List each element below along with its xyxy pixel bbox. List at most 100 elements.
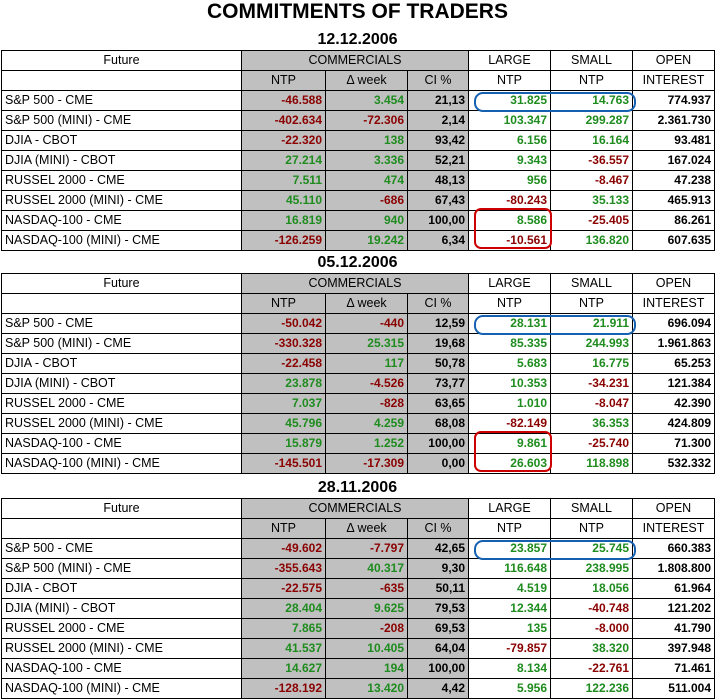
header-commercials: COMMERCIALS — [241, 273, 469, 294]
large-ntp: 31.825 — [468, 90, 551, 111]
open-interest: 71.300 — [632, 433, 715, 454]
future-name: DJIA - CBOT — [1, 130, 242, 151]
future-name: DJIA - CBOT — [1, 578, 242, 599]
small-ntp: -34.231 — [550, 373, 633, 394]
highlight-nasdaq-large — [474, 208, 552, 249]
open-interest: 696.094 — [632, 313, 715, 334]
open-interest: 71.461 — [632, 658, 715, 679]
header-open: OPEN — [632, 273, 715, 294]
commercials-ntp: 7.511 — [241, 170, 326, 191]
commercials-ntp: 27.214 — [241, 150, 326, 171]
open-interest: 774.937 — [632, 90, 715, 111]
header-large: LARGE — [468, 498, 551, 519]
large-ntp: 116.648 — [468, 558, 551, 579]
large-ntp: -10.561 — [468, 230, 551, 251]
table-row: NASDAQ-100 (MINI) - CME -128.192 13.420 4,4… — [1, 678, 715, 699]
header-future-blank — [1, 518, 242, 539]
large-ntp: -82.149 — [468, 413, 551, 434]
header-future: Future — [1, 273, 242, 294]
small-ntp: -8.467 — [550, 170, 633, 191]
table-row: S&P 500 - CME -49.602 -7.797 42,65 23.857 25.… — [1, 538, 715, 559]
small-ntp: -8.047 — [550, 393, 633, 414]
future-name: RUSSEL 2000 - CME — [1, 393, 242, 414]
future-name: NASDAQ-100 - CME — [1, 210, 242, 231]
commercials-delta-week: 194 — [325, 658, 408, 679]
header-open: OPEN — [632, 498, 715, 519]
header-ci: CI % — [407, 70, 469, 91]
commercials-ci: 48,13 — [407, 170, 469, 191]
commercials-delta-week: 13.420 — [325, 678, 408, 699]
large-ntp: 10.353 — [468, 373, 551, 394]
commercials-delta-week: 474 — [325, 170, 408, 191]
future-name: S&P 500 - CME — [1, 90, 242, 111]
open-interest: 86.261 — [632, 210, 715, 231]
commercials-ci: 2,14 — [407, 110, 469, 131]
header-ntp: NTP — [241, 293, 326, 314]
section-date: 28.11.2006 — [317, 479, 398, 496]
report-section: 12.12.2006 Future COMMERCIALS LARGE SMALL OPE… — [0, 30, 715, 251]
header-delta-week: Δ week — [325, 293, 408, 314]
open-interest: 61.964 — [632, 578, 715, 599]
table-row: DJIA - CBOT -22.575 -635 50,11 4.519 18.056 61… — [1, 578, 715, 599]
large-ntp: -79.857 — [468, 638, 551, 659]
commercials-ci: 50,11 — [407, 578, 469, 599]
commercials-ci: 19,68 — [407, 333, 469, 354]
table-row: DJIA - CBOT -22.320 138 93,42 6.156 16.164 93.… — [1, 130, 715, 151]
large-ntp: 103.347 — [468, 110, 551, 131]
small-ntp: 38.320 — [550, 638, 633, 659]
open-interest: 424.809 — [632, 413, 715, 434]
commercials-ntp: 45.796 — [241, 413, 326, 434]
open-interest: 42.390 — [632, 393, 715, 414]
report-title: COMMITMENTS OF TRADERS — [207, 0, 508, 23]
commercials-delta-week: -72.306 — [325, 110, 408, 131]
header-small-ntp: NTP — [550, 518, 633, 539]
header-interest: INTEREST — [632, 293, 715, 314]
large-ntp: 135 — [468, 618, 551, 639]
future-name: S&P 500 - CME — [1, 538, 242, 559]
commercials-delta-week: -17.309 — [325, 453, 408, 474]
commercials-delta-week: -686 — [325, 190, 408, 211]
future-name: RUSSEL 2000 (MINI) - CME — [1, 638, 242, 659]
open-interest: 65.253 — [632, 353, 715, 374]
small-ntp: -25.740 — [550, 433, 633, 454]
future-name: RUSSEL 2000 - CME — [1, 170, 242, 191]
small-ntp: 16.775 — [550, 353, 633, 374]
section-date: 05.12.2006 — [317, 254, 398, 271]
header-ci: CI % — [407, 293, 469, 314]
small-ntp: -8.000 — [550, 618, 633, 639]
future-name: S&P 500 - CME — [1, 313, 242, 334]
commercials-ntp: -126.259 — [241, 230, 326, 251]
table-row: NASDAQ-100 - CME 16.819 940 100,00 8.586 -25.… — [1, 210, 715, 231]
table-row: NASDAQ-100 (MINI) - CME -145.501 -17.309 0,… — [1, 453, 715, 474]
commercials-ci: 64,04 — [407, 638, 469, 659]
open-interest: 41.790 — [632, 618, 715, 639]
commercials-delta-week: 10.405 — [325, 638, 408, 659]
table-row: DJIA (MINI) - CBOT 27.214 3.336 52,21 9.343-… — [1, 150, 715, 171]
report-section: 28.11.2006 Future COMMERCIALS LARGE SMALL OPE… — [0, 478, 715, 699]
small-ntp: -25.405 — [550, 210, 633, 231]
table-row: RUSSEL 2000 - CME 7.865 -208 69,53 135 -8.000… — [1, 618, 715, 639]
table-row: S&P 500 - CME -50.042 -440 12,59 28.131 21.91… — [1, 313, 715, 334]
future-name: NASDAQ-100 - CME — [1, 433, 242, 454]
header-large: LARGE — [468, 273, 551, 294]
open-interest: 660.383 — [632, 538, 715, 559]
table-row: S&P 500 (MINI) - CME -355.643 40.317 9,30 11… — [1, 558, 715, 579]
header-row: Future COMMERCIALS LARGE SMALL OPEN — [1, 50, 715, 71]
future-name: DJIA (MINI) - CBOT — [1, 598, 242, 619]
subheader-row: NTP Δ week CI % NTP NTP INTEREST — [1, 518, 715, 539]
large-ntp: 1.010 — [468, 393, 551, 414]
commercials-ci: 52,21 — [407, 150, 469, 171]
commercials-ntp: -402.634 — [241, 110, 326, 131]
commercials-ntp: -355.643 — [241, 558, 326, 579]
commercials-delta-week: -635 — [325, 578, 408, 599]
table-row: NASDAQ-100 (MINI) - CME -126.259 19.242 6,3… — [1, 230, 715, 251]
future-name: S&P 500 (MINI) - CME — [1, 110, 242, 131]
header-interest: INTEREST — [632, 70, 715, 91]
commercials-ntp: -330.328 — [241, 333, 326, 354]
commercials-ci: 73,77 — [407, 373, 469, 394]
commercials-delta-week: 940 — [325, 210, 408, 231]
small-ntp: -40.748 — [550, 598, 633, 619]
large-ntp: 85.335 — [468, 333, 551, 354]
commercials-ci: 100,00 — [407, 658, 469, 679]
open-interest: 93.481 — [632, 130, 715, 151]
